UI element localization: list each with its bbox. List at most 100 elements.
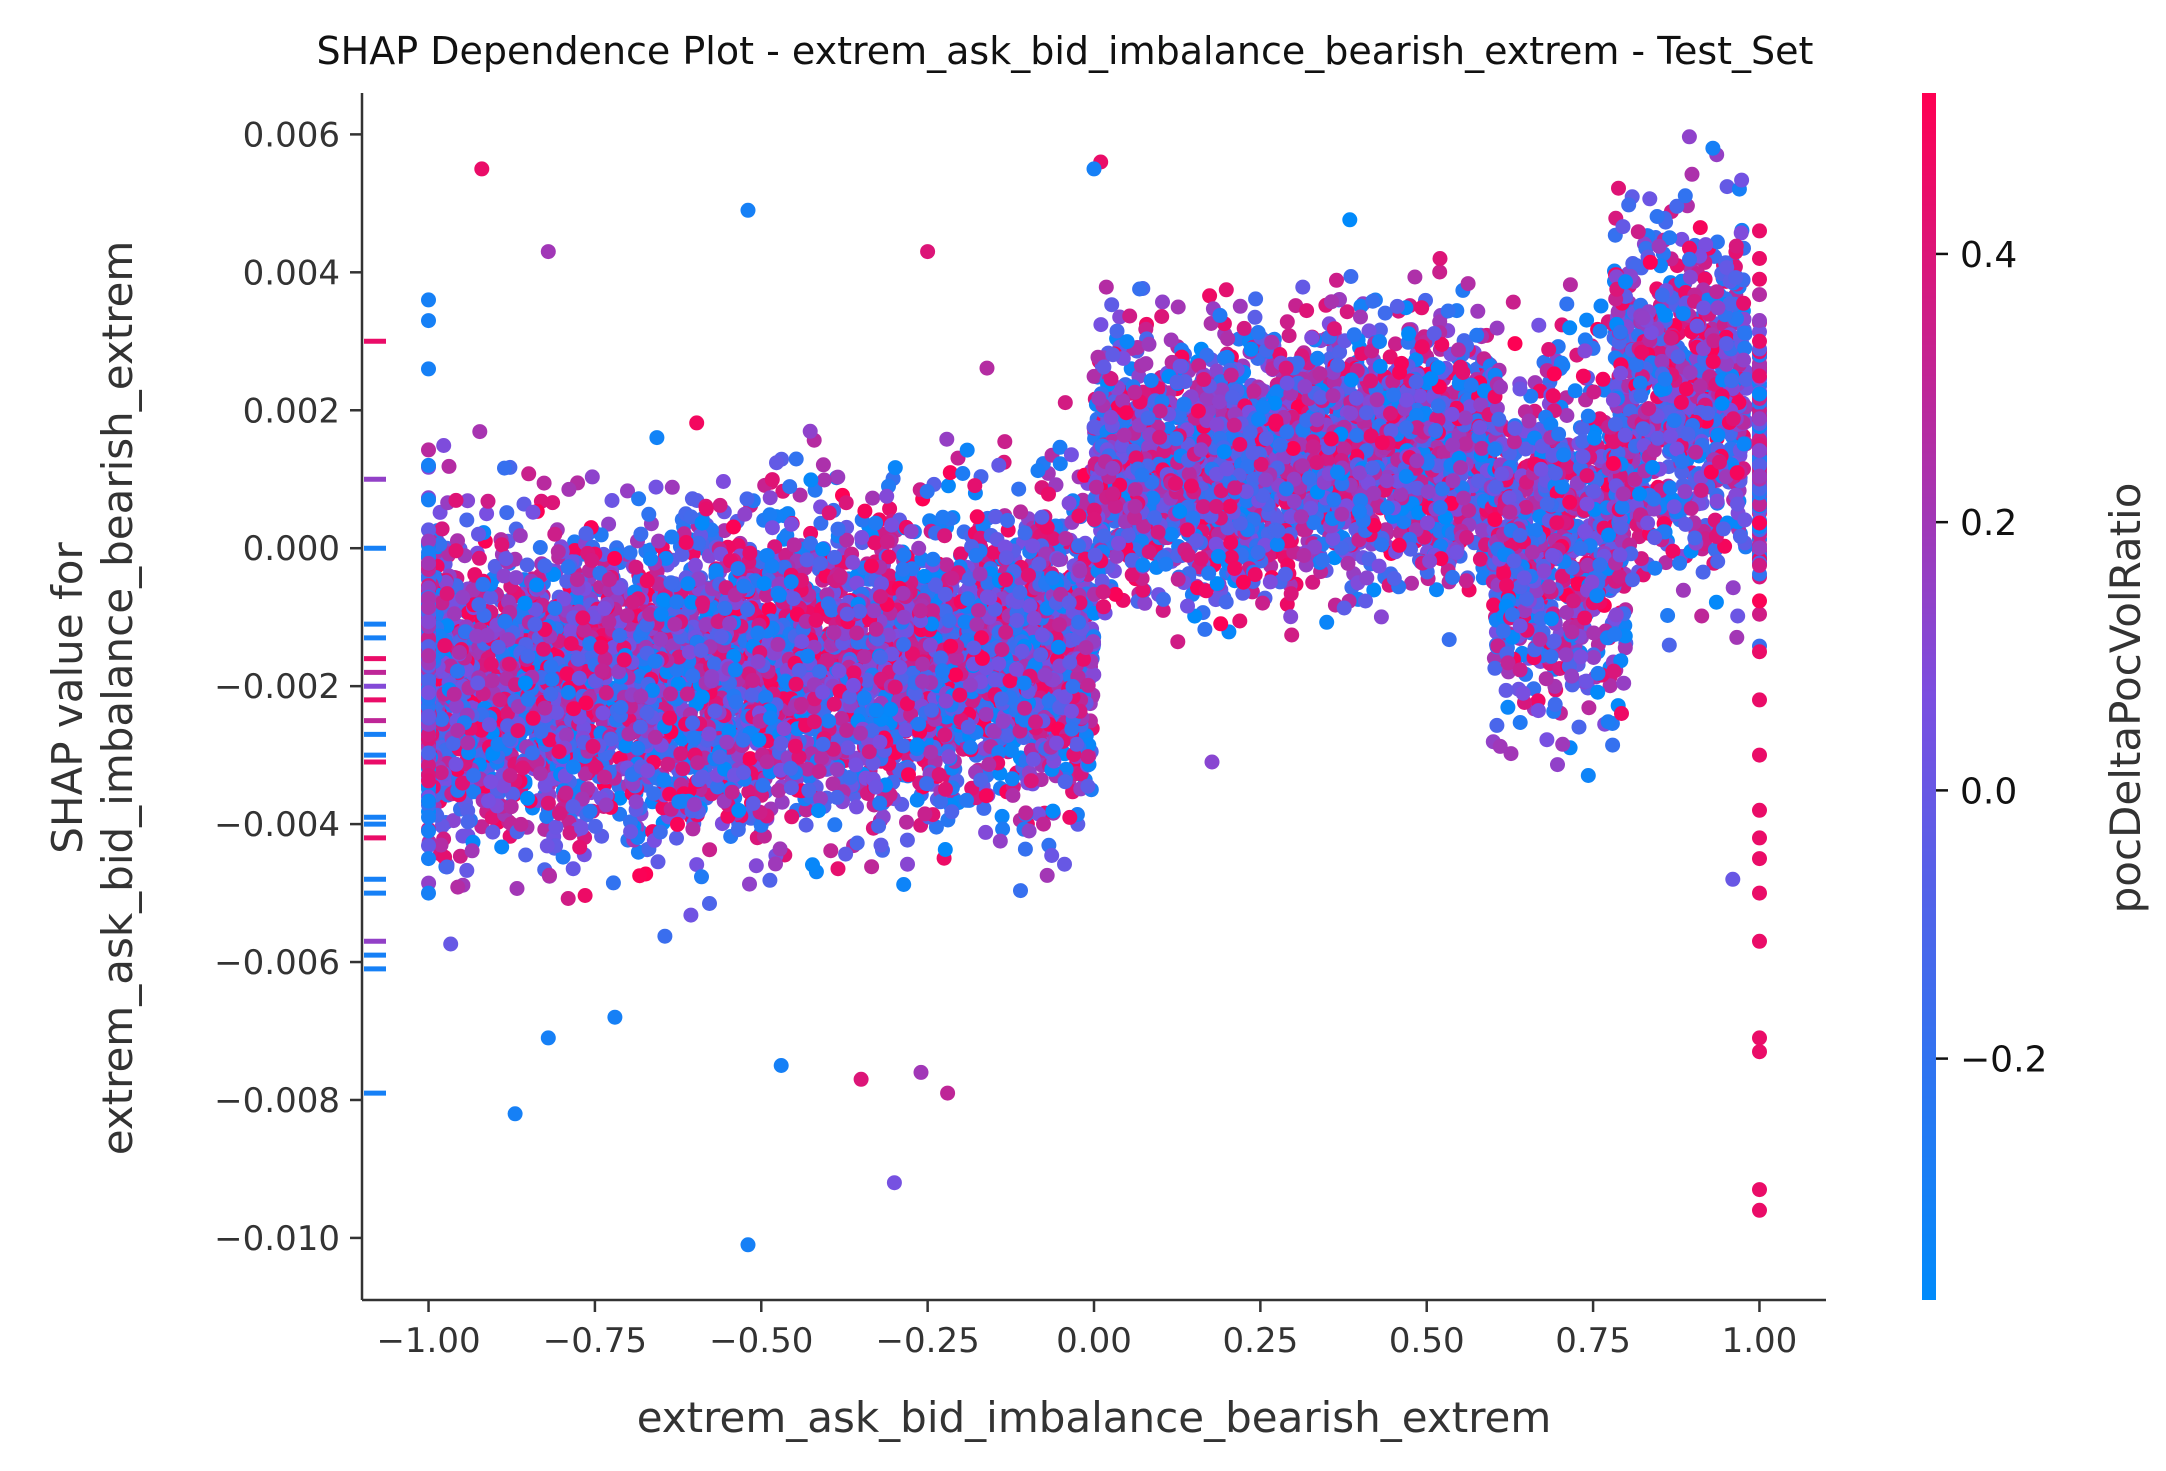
- scatter-points: [421, 129, 1767, 1253]
- data-point: [686, 730, 702, 746]
- data-point: [823, 843, 839, 859]
- data-point: [742, 876, 757, 892]
- data-point: [601, 614, 617, 630]
- data-point: [745, 672, 761, 688]
- data-point: [831, 663, 847, 679]
- data-point: [872, 589, 888, 605]
- data-point: [883, 701, 899, 717]
- data-point: [788, 451, 804, 467]
- data-point: [773, 735, 789, 751]
- data-point: [472, 424, 488, 440]
- data-point: [652, 824, 668, 840]
- chart-title: SHAP Dependence Plot - extrem_ask_bid_im…: [317, 29, 1814, 73]
- data-point: [944, 804, 960, 820]
- data-point: [1061, 495, 1077, 511]
- data-point: [1071, 614, 1087, 630]
- data-point: [849, 625, 865, 641]
- data-point: [436, 438, 452, 453]
- data-point: [702, 896, 717, 911]
- data-point: [728, 694, 744, 710]
- data-point: [1013, 504, 1029, 520]
- data-point: [726, 519, 741, 535]
- data-point: [1011, 481, 1027, 497]
- data-point: [791, 663, 807, 678]
- data-point: [1031, 556, 1047, 572]
- data-point: [783, 516, 799, 532]
- data-point: [657, 928, 673, 944]
- data-point: [548, 819, 564, 835]
- data-point: [633, 526, 649, 542]
- data-point: [967, 478, 983, 494]
- data-point: [770, 636, 786, 652]
- data-point: [1005, 787, 1021, 803]
- data-point: [647, 729, 663, 745]
- data-point: [916, 568, 932, 584]
- data-point: [941, 613, 957, 629]
- data-point: [464, 843, 480, 859]
- data-point: [475, 576, 491, 592]
- data-point: [715, 474, 731, 489]
- data-point: [698, 501, 714, 517]
- data-point: [540, 795, 556, 811]
- data-point: [857, 503, 873, 519]
- data-point: [873, 837, 889, 853]
- data-point: [899, 814, 914, 830]
- data-point: [798, 802, 814, 818]
- data-point: [772, 587, 788, 603]
- data-point: [532, 540, 548, 555]
- data-point: [771, 783, 786, 799]
- data-point: [838, 495, 854, 511]
- data-point: [969, 509, 985, 525]
- data-point: [959, 792, 974, 808]
- data-point: [1025, 751, 1041, 767]
- data-point: [1051, 617, 1067, 633]
- data-point: [632, 868, 648, 884]
- data-point: [641, 506, 657, 522]
- data-point: [669, 594, 685, 610]
- data-point: [563, 623, 579, 638]
- data-point: [1003, 742, 1019, 758]
- data-point: [845, 555, 861, 570]
- data-point: [673, 746, 689, 762]
- data-point: [494, 839, 510, 855]
- data-point: [887, 679, 903, 695]
- data-point: [811, 763, 827, 779]
- data-point: [630, 740, 646, 756]
- data-point: [783, 760, 799, 776]
- data-point: [1034, 627, 1050, 643]
- data-point: [922, 637, 938, 653]
- data-point: [694, 515, 710, 531]
- data-point: [1008, 661, 1024, 677]
- data-point: [830, 469, 846, 485]
- data-point: [815, 541, 831, 557]
- data-point: [653, 631, 669, 647]
- data-point: [973, 772, 989, 788]
- data-point: [941, 749, 957, 765]
- data-point: [669, 830, 684, 846]
- data-point: [471, 526, 486, 542]
- data-point: [650, 854, 666, 870]
- data-point: [471, 597, 487, 613]
- data-point: [959, 442, 975, 458]
- data-point: [664, 529, 680, 545]
- data-point: [751, 732, 767, 748]
- data-point: [598, 685, 614, 701]
- data-point: [899, 832, 915, 848]
- data-point: [543, 686, 559, 702]
- data-point: [648, 479, 664, 495]
- data-point: [937, 842, 953, 857]
- data-point: [1041, 486, 1056, 502]
- data-point: [829, 789, 845, 805]
- data-point: [515, 760, 531, 776]
- data-point: [660, 756, 676, 772]
- data-point: [793, 696, 809, 712]
- data-point: [832, 568, 848, 584]
- data-point: [628, 559, 644, 575]
- data-point: [944, 570, 960, 586]
- data-point: [689, 415, 705, 431]
- data-point: [994, 808, 1010, 824]
- data-point: [712, 497, 728, 513]
- data-point: [825, 776, 841, 792]
- data-point: [607, 551, 623, 566]
- data-point: [1013, 883, 1028, 899]
